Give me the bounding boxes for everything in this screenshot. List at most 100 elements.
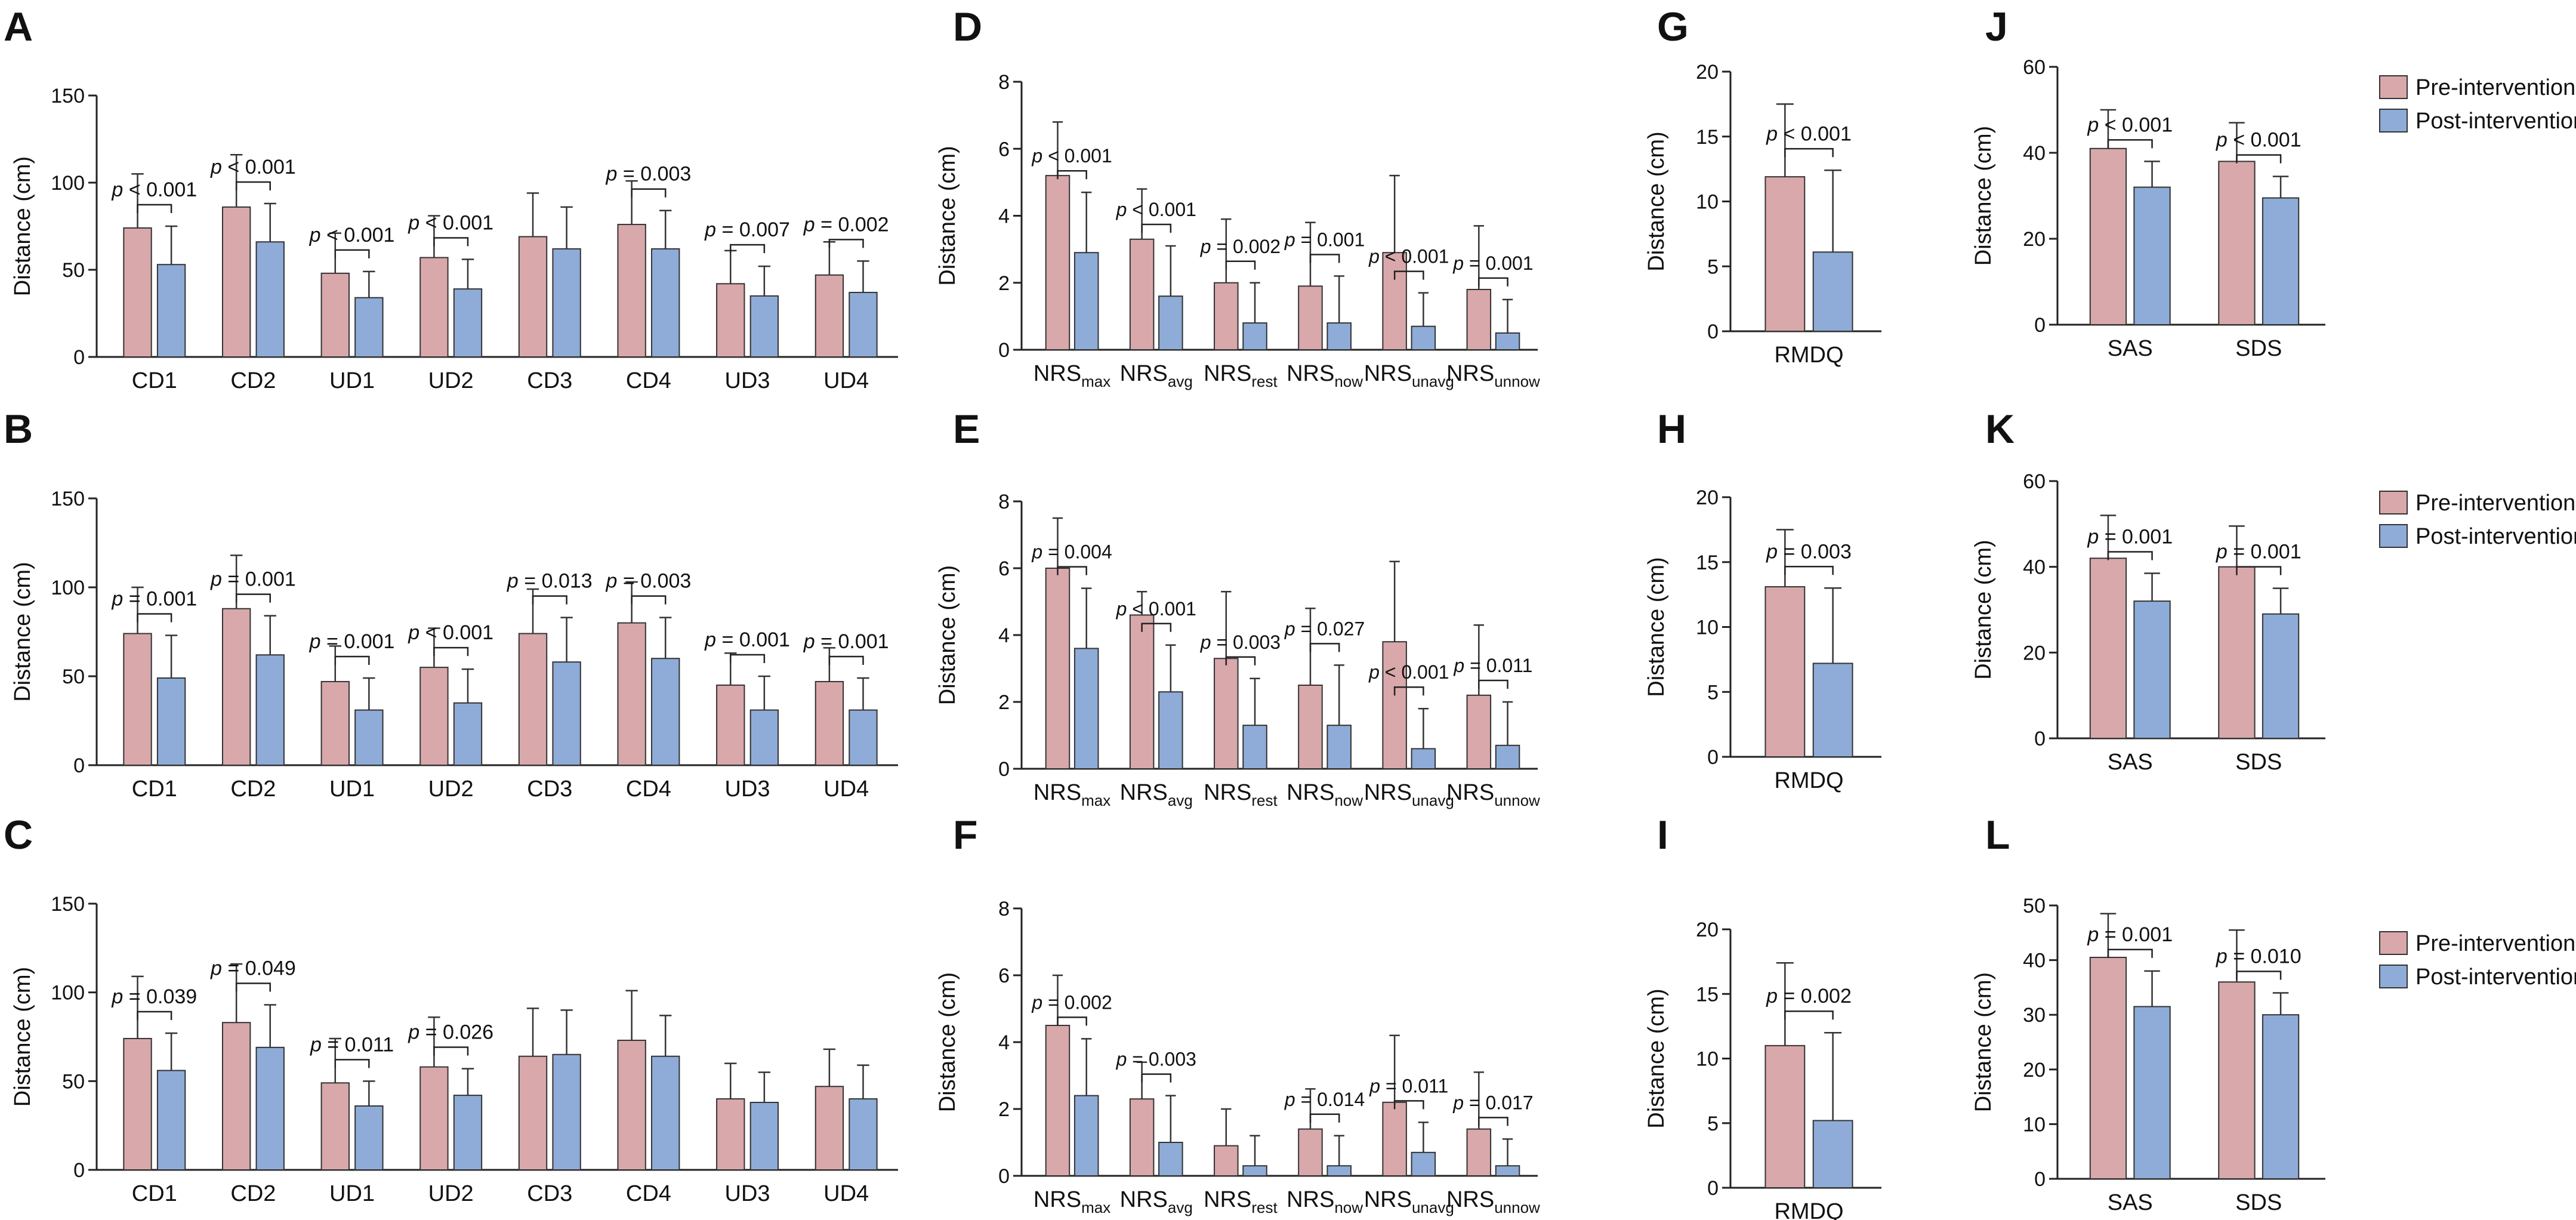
x-tick-label: NRSunavg	[1364, 361, 1454, 390]
x-tick-label-main: NRS	[1446, 780, 1494, 805]
y-axis-label: Distance (cm)	[1971, 126, 1996, 266]
significance-bracket	[235, 181, 271, 191]
p-value-symbol: p	[803, 213, 815, 236]
bar-pre	[1298, 685, 1323, 769]
y-tick-label: 8	[998, 71, 1010, 94]
significance-bracket	[2236, 154, 2282, 164]
p-value-text: = 0.017	[1464, 1092, 1534, 1113]
x-tick-label: SAS	[2108, 1190, 2153, 1215]
bar-pre	[716, 283, 745, 358]
x-tick-label: CD2	[230, 777, 276, 802]
legend-middle: Pre-intervention Post-intervention	[2379, 491, 2576, 549]
p-value-symbol: p	[803, 630, 815, 653]
x-tick-label-main: NRS	[1364, 1187, 1412, 1212]
bar-pre	[1214, 282, 1239, 350]
y-tick-label: 0	[1707, 746, 1719, 769]
y-axis-label: Distance (cm)	[1971, 540, 1996, 679]
bar-pre	[1466, 288, 1492, 351]
x-tick-label: UD4	[823, 368, 869, 393]
bar-post	[1242, 1165, 1267, 1176]
significance-bracket	[1141, 623, 1172, 632]
x-tick-label: CD3	[527, 368, 572, 393]
x-tick-label: NRSavg	[1120, 1187, 1193, 1216]
y-tick-label: 5	[1707, 681, 1719, 704]
x-tick-label-sub: now	[1334, 1199, 1363, 1216]
significance-bracket	[1478, 679, 1508, 689]
y-tick-label: 150	[51, 893, 85, 916]
x-tick-label: UD4	[823, 1181, 869, 1206]
panel-letter: C	[4, 812, 33, 858]
bar-post	[849, 1098, 878, 1170]
bar-post	[1242, 322, 1267, 350]
y-tick-label: 10	[1696, 191, 1719, 214]
significance-bracket	[828, 239, 864, 248]
significance-bracket	[1225, 260, 1256, 270]
y-tick-label: 50	[62, 1070, 85, 1093]
y-axis-label: Distance (cm)	[10, 967, 35, 1107]
significance-bracket	[1141, 1073, 1172, 1083]
bar-pre	[1129, 614, 1155, 770]
p-value-text: = 0.011	[1464, 655, 1532, 676]
y-axis-label: Distance (cm)	[935, 146, 960, 285]
p-value-symbol: p	[2087, 525, 2099, 548]
p-value-text: = 0.002	[1778, 985, 1852, 1008]
bar-post	[651, 658, 680, 766]
p-value-text: < 0.001	[419, 211, 493, 234]
x-tick-label: UD2	[428, 777, 474, 802]
p-value-label: p < 0.001	[408, 211, 493, 234]
bar-pre	[1382, 641, 1407, 769]
p-value-symbol: p	[1031, 145, 1042, 167]
bar-pre	[123, 633, 152, 766]
bar-post	[2262, 613, 2300, 740]
p-value-label: p < 0.001	[111, 178, 197, 201]
significance-bracket	[1393, 270, 1424, 280]
x-tick-label: UD2	[428, 1181, 474, 1206]
p-value-symbol: p	[1284, 1089, 1295, 1110]
bar-post	[1812, 663, 1853, 758]
panel-letter: J	[1985, 4, 2008, 50]
y-axis-label: Distance (cm)	[10, 562, 35, 701]
x-tick-label-sub: avg	[1168, 1199, 1193, 1216]
significance-bracket	[1309, 254, 1340, 263]
p-value-symbol: p	[210, 156, 222, 178]
p-value-text: < 0.001	[1380, 246, 1449, 267]
x-tick-label: RMDQ	[1774, 343, 1843, 368]
p-value-text: = 0.002	[1211, 236, 1281, 257]
p-value-text: = 0.001	[123, 587, 197, 610]
y-tick-label: 6	[998, 965, 1010, 987]
p-value-label: p < 0.001	[2216, 129, 2302, 152]
x-tick-label: CD3	[527, 777, 572, 802]
y-tick-label: 4	[998, 1031, 1010, 1054]
x-tick-label-main: NRS	[1204, 1187, 1251, 1212]
p-value-label: p = 0.001	[2087, 923, 2173, 946]
y-tick-label: 50	[62, 259, 85, 282]
y-tick-label: 5	[1707, 1113, 1719, 1135]
p-value-symbol: p	[2087, 113, 2099, 136]
bar-post	[849, 709, 878, 766]
p-value-text: < 0.001	[2228, 129, 2302, 152]
y-tick-label: 2	[998, 272, 1010, 295]
p-value-text: = 0.010	[2228, 945, 2302, 968]
y-tick-label: 0	[73, 346, 85, 369]
y-tick-label: 50	[62, 666, 85, 688]
p-value-symbol: p	[606, 163, 618, 186]
p-value-text: = 0.001	[222, 568, 296, 591]
p-value-symbol: p	[310, 1033, 322, 1056]
bar-pre	[1298, 285, 1323, 350]
y-tick-label: 0	[998, 339, 1010, 362]
bar-post	[156, 677, 186, 766]
bar-pre	[1214, 1145, 1239, 1176]
x-tick-label-main: NRS	[1364, 361, 1412, 386]
p-value-text: = 0.013	[519, 570, 593, 593]
p-value-label: p = 0.001	[704, 629, 790, 651]
x-tick-label: CD4	[626, 777, 671, 802]
p-value-text: = 0.026	[419, 1021, 493, 1044]
y-tick-label: 0	[1707, 321, 1719, 343]
y-axis-label: Distance (cm)	[1971, 972, 1996, 1112]
p-value-text: < 0.001	[222, 156, 296, 178]
y-tick-label: 40	[2023, 950, 2046, 972]
x-tick-label: UD3	[725, 368, 770, 393]
significance-bracket	[1393, 686, 1424, 696]
